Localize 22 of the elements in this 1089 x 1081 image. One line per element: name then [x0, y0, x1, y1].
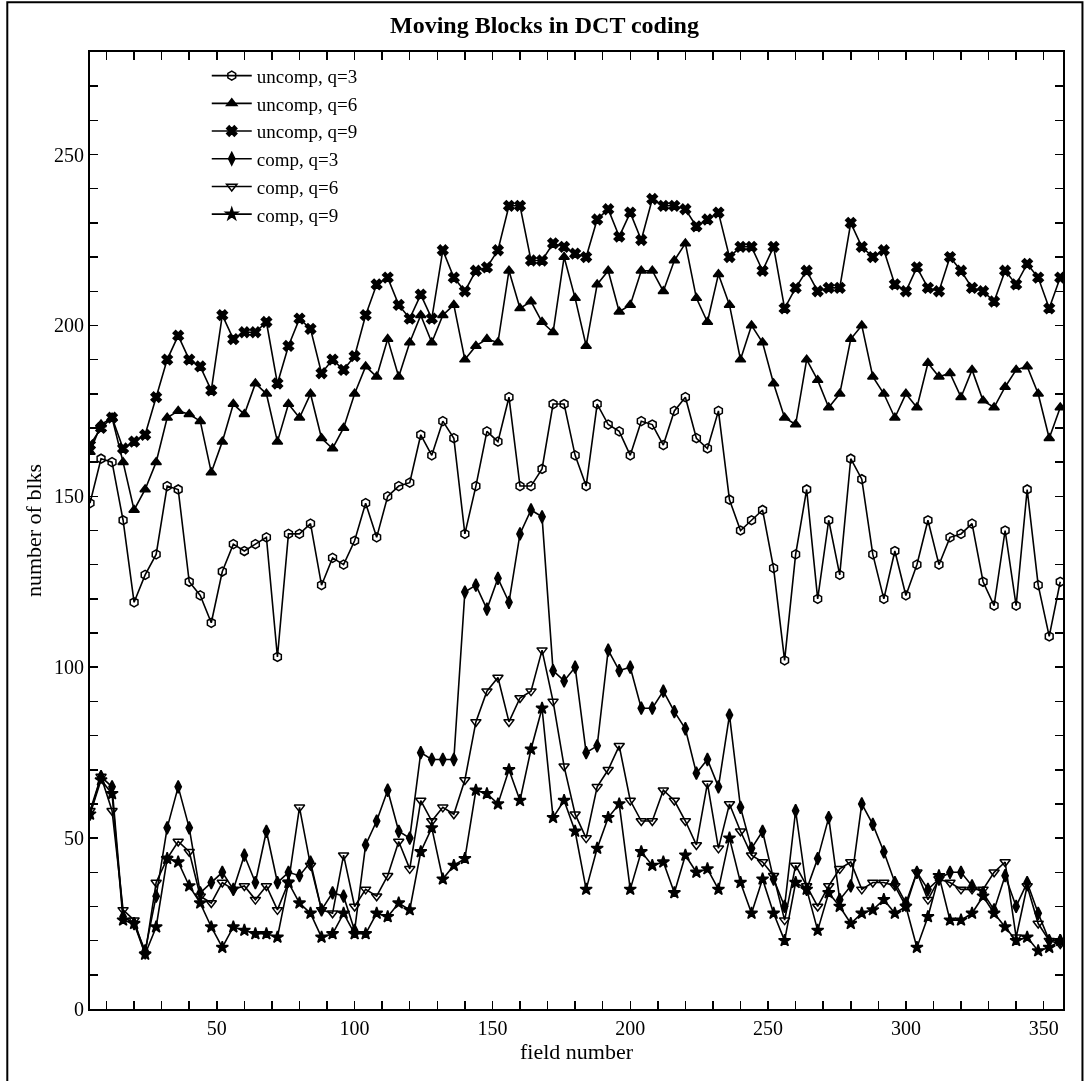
legend-label: uncomp, q=3 [256, 66, 358, 88]
y-tick-label: 150 [54, 485, 84, 508]
legend-label: comp, q=9 [256, 204, 339, 226]
legend-label: comp, q=3 [256, 149, 339, 171]
y-tick-label: 50 [64, 827, 84, 850]
legend-label: comp, q=6 [256, 176, 339, 198]
y-axis-title: number of blks [21, 463, 47, 598]
x-axis-title: field number [519, 1039, 634, 1064]
x-tick-label: 200 [615, 1017, 646, 1039]
x-tick-label: 350 [1028, 1017, 1059, 1039]
x-tick-label: 300 [890, 1017, 921, 1039]
y-tick-label: 200 [54, 314, 84, 337]
y-tick-label: 250 [54, 143, 84, 166]
y-tick-label: 0 [74, 998, 84, 1020]
y-tick-label: 100 [54, 656, 84, 679]
x-tick-label: 50 [206, 1017, 227, 1039]
legend-label: uncomp, q=9 [256, 121, 358, 143]
x-tick-label: 100 [339, 1017, 370, 1039]
x-tick-label: 150 [477, 1017, 508, 1039]
legend-label: uncomp, q=6 [256, 93, 358, 115]
x-tick-label: 250 [753, 1017, 784, 1039]
chart-title: Moving Blocks in DCT coding [390, 12, 699, 39]
